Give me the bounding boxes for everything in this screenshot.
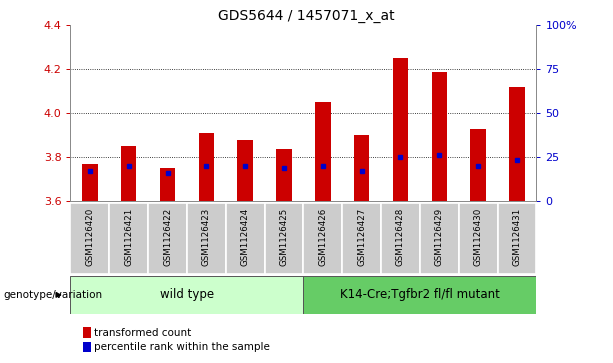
Bar	[226, 203, 265, 274]
Text: GSM1126420: GSM1126420	[85, 208, 94, 266]
Text: GSM1126428: GSM1126428	[396, 208, 405, 266]
Bar	[237, 140, 253, 201]
Text: GSM1126426: GSM1126426	[318, 208, 327, 266]
Bar	[121, 146, 137, 201]
Bar	[70, 276, 303, 314]
Bar	[303, 276, 536, 314]
Bar	[459, 203, 498, 274]
Bar	[303, 203, 342, 274]
Bar	[420, 203, 459, 274]
Text: GSM1126422: GSM1126422	[163, 208, 172, 266]
Text: percentile rank within the sample: percentile rank within the sample	[94, 342, 270, 352]
Bar	[82, 164, 97, 201]
Bar	[148, 203, 187, 274]
Text: GSM1126427: GSM1126427	[357, 208, 366, 266]
Bar	[109, 203, 148, 274]
Text: GSM1126425: GSM1126425	[280, 208, 289, 266]
Text: GSM1126430: GSM1126430	[474, 208, 482, 266]
Bar	[160, 168, 175, 201]
Text: GSM1126421: GSM1126421	[124, 208, 133, 266]
Text: K14-Cre;Tgfbr2 fl/fl mutant: K14-Cre;Tgfbr2 fl/fl mutant	[340, 289, 500, 301]
Bar	[509, 87, 525, 201]
Bar	[354, 135, 370, 201]
Text: genotype/variation: genotype/variation	[3, 290, 102, 300]
Text: GSM1126429: GSM1126429	[435, 208, 444, 266]
Text: GSM1126424: GSM1126424	[241, 208, 249, 266]
Bar	[315, 102, 330, 201]
Bar	[498, 203, 536, 274]
Text: wild type: wild type	[160, 289, 214, 301]
Bar	[393, 58, 408, 201]
Text: GSM1126431: GSM1126431	[512, 208, 522, 266]
Text: GDS5644 / 1457071_x_at: GDS5644 / 1457071_x_at	[218, 9, 395, 23]
Bar	[276, 149, 292, 201]
Bar	[187, 203, 226, 274]
Bar	[432, 72, 447, 201]
Bar	[265, 203, 303, 274]
Bar	[199, 133, 214, 201]
Text: transformed count: transformed count	[94, 327, 191, 338]
Text: GSM1126423: GSM1126423	[202, 208, 211, 266]
Bar	[70, 203, 109, 274]
Bar	[381, 203, 420, 274]
Bar	[342, 203, 381, 274]
Bar	[470, 129, 486, 201]
